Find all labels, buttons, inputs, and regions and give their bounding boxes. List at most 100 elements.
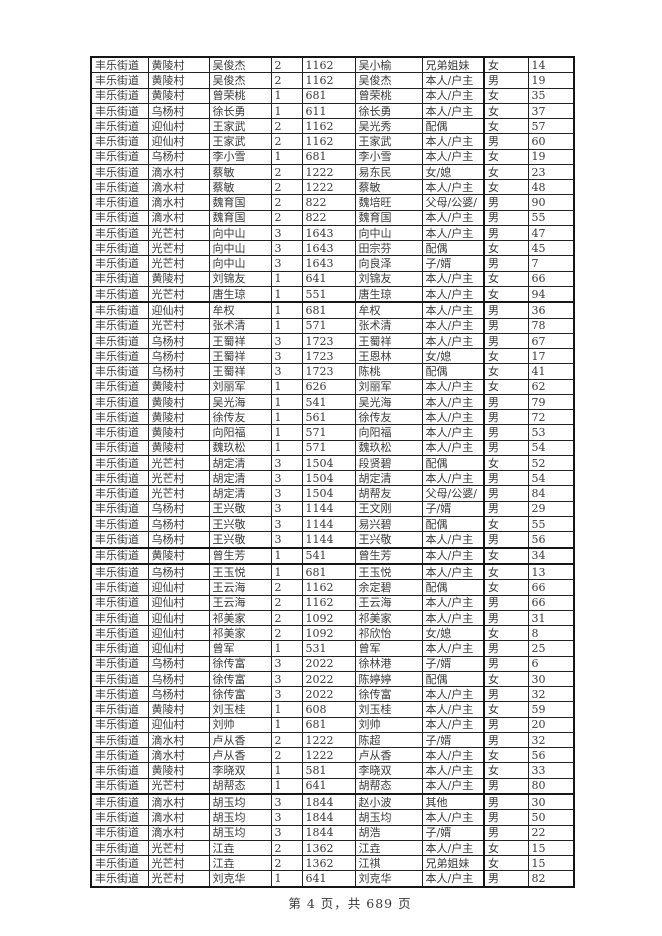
cell-household_size: 3 [270, 686, 303, 703]
cell-household_size: 3 [270, 793, 303, 811]
cell-relationship: 本人/户主 [421, 224, 485, 242]
table-row: 丰乐街道 乌杨村 徐传富 3 2022 徐传富 本人/户主男 32 [90, 686, 575, 703]
cell-age: 94 [527, 285, 575, 304]
cell-street: 丰乐街道 [90, 655, 149, 672]
cell-name: 胡定清 [208, 470, 272, 487]
cell-age: 14 [527, 56, 575, 74]
table-row: 丰乐街道 黄陵村 曾生芳 1 541 曾生芳 本人/户主女 34 [90, 547, 575, 565]
cell-household_id: 1723 [301, 363, 356, 380]
cell-member_name: 唐生琼 [354, 285, 423, 304]
cell-relationship: 本人/户主 [421, 209, 485, 226]
cell-member_name: 江垚 [354, 839, 423, 857]
cell-member_name: 江祺 [354, 855, 423, 872]
cell-gender: 男 [483, 870, 529, 888]
cell-relationship: 本人/户主 [421, 747, 485, 764]
cell-village: 乌杨村 [147, 655, 210, 672]
cell-name: 刘玉桂 [208, 701, 272, 718]
cell-gender: 女 [483, 102, 529, 120]
cell-village: 乌杨村 [147, 348, 210, 365]
cell-relationship: 本人/户主 [421, 285, 485, 304]
table-row: 丰乐街道 光芒村 向中山 3 1643 向良泽 子/婿男 7 [90, 255, 575, 272]
cell-gender: 男 [483, 531, 529, 549]
cell-name: 魏育国 [208, 209, 272, 226]
cell-age: 19 [527, 72, 575, 89]
cell-gender: 男 [483, 824, 529, 841]
cell-name: 刘丽军 [208, 378, 272, 395]
cell-name: 徐长勇 [208, 102, 272, 120]
cell-household_size: 3 [270, 485, 303, 502]
cell-gender: 女 [483, 855, 529, 872]
cell-village: 黄陵村 [147, 409, 210, 426]
cell-household_id: 608 [301, 701, 356, 718]
cell-gender: 女 [483, 285, 529, 304]
cell-member_name: 王云海 [354, 594, 423, 611]
cell-street: 丰乐街道 [90, 670, 149, 688]
cell-age: 37 [527, 102, 575, 120]
cell-age: 55 [527, 209, 575, 226]
cell-age: 55 [527, 515, 575, 533]
cell-village: 迎仙村 [147, 640, 210, 657]
cell-village: 迎仙村 [147, 133, 210, 150]
cell-household_id: 641 [301, 777, 356, 796]
cell-member_name: 王兴敬 [354, 531, 423, 549]
cell-street: 丰乐街道 [90, 179, 149, 196]
cell-relationship: 本人/户主 [421, 393, 485, 411]
cell-name: 吴俊杰 [208, 72, 272, 89]
cell-household_id: 1222 [301, 747, 356, 764]
cell-name: 徐传友 [208, 409, 272, 426]
cell-age: 47 [527, 224, 575, 242]
table-row: 丰乐街道 迎仙村 王家武 2 1162 吴光秀 配偶女 57 [90, 118, 575, 135]
table-row: 丰乐街道 黄陵村 徐传友 1 561 徐传友 本人/户主男 72 [90, 409, 575, 426]
table-row: 丰乐街道 迎仙村 王云海 2 1162 余定碧 配偶女 66 [90, 579, 575, 596]
cell-street: 丰乐街道 [90, 148, 149, 165]
cell-household_size: 3 [270, 363, 303, 380]
cell-gender: 女 [483, 839, 529, 857]
cell-name: 胡帮态 [208, 777, 272, 796]
cell-street: 丰乐街道 [90, 777, 149, 796]
cell-gender: 男 [483, 209, 529, 226]
cell-member_name: 向阳福 [354, 424, 423, 441]
cell-household_size: 1 [270, 87, 303, 104]
cell-member_name: 魏育国 [354, 209, 423, 226]
cell-member_name: 吴俊杰 [354, 72, 423, 89]
cell-village: 黄陵村 [147, 378, 210, 395]
cell-relationship: 本人/户主 [421, 809, 485, 826]
table-row: 丰乐街道 黄陵村 刘锦友 1 641 刘锦友 本人/户主女 66 [90, 270, 575, 287]
cell-relationship: 本人/户主 [421, 563, 485, 581]
cell-name: 王兴敬 [208, 500, 272, 517]
cell-name: 王家武 [208, 133, 272, 150]
cell-relationship: 本人/户主 [421, 72, 485, 89]
resident-table: 丰乐街道 黄陵村 吴俊杰 2 1162 吴小榆 兄弟姐妹女 14 丰乐街道 黄陵村 吴俊杰 2 1162… [90, 56, 575, 888]
cell-street: 丰乐街道 [90, 163, 149, 181]
cell-name: 王蜀祥 [208, 348, 272, 365]
cell-household_id: 681 [301, 301, 356, 319]
cell-village: 乌杨村 [147, 148, 210, 165]
cell-village: 乌杨村 [147, 670, 210, 688]
cell-relationship: 本人/户主 [421, 762, 485, 779]
table-row: 丰乐街道 滴水村 蔡敏 2 1222 蔡敏 本人/户主女 48 [90, 179, 575, 196]
table-row: 丰乐街道 乌杨村 王玉悦 1 681 王玉悦 本人/户主女 13 [90, 563, 575, 581]
cell-age: 33 [527, 762, 575, 779]
cell-village: 滴水村 [147, 747, 210, 764]
cell-household_size: 3 [270, 240, 303, 257]
cell-street: 丰乐街道 [90, 56, 149, 74]
cell-gender: 女 [483, 148, 529, 165]
cell-street: 丰乐街道 [90, 209, 149, 226]
cell-name: 曾军 [208, 640, 272, 657]
table-row: 丰乐街道 光芒村 江垚 2 1362 江祺 兄弟姐妹女 15 [90, 855, 575, 872]
cell-relationship: 本人/户主 [421, 409, 485, 426]
cell-household_size: 1 [270, 424, 303, 441]
cell-name: 刘帅 [208, 716, 272, 733]
table-row: 丰乐街道 黄陵村 曾荣桃 1 681 曾荣桃 本人/户主女 35 [90, 87, 575, 104]
cell-gender: 男 [483, 809, 529, 826]
cell-name: 王家武 [208, 118, 272, 135]
cell-name: 江垚 [208, 855, 272, 872]
cell-household_id: 1162 [301, 133, 356, 150]
cell-gender: 男 [483, 332, 529, 350]
table-row: 丰乐街道 黄陵村 吴俊杰 2 1162 吴小榆 兄弟姐妹女 14 [90, 56, 575, 74]
cell-member_name: 王家武 [354, 133, 423, 150]
table-row: 丰乐街道 黄陵村 吴光海 1 541 吴光海 本人/户主男 79 [90, 393, 575, 411]
cell-street: 丰乐街道 [90, 485, 149, 502]
cell-village: 黄陵村 [147, 439, 210, 456]
cell-age: 60 [527, 133, 575, 150]
